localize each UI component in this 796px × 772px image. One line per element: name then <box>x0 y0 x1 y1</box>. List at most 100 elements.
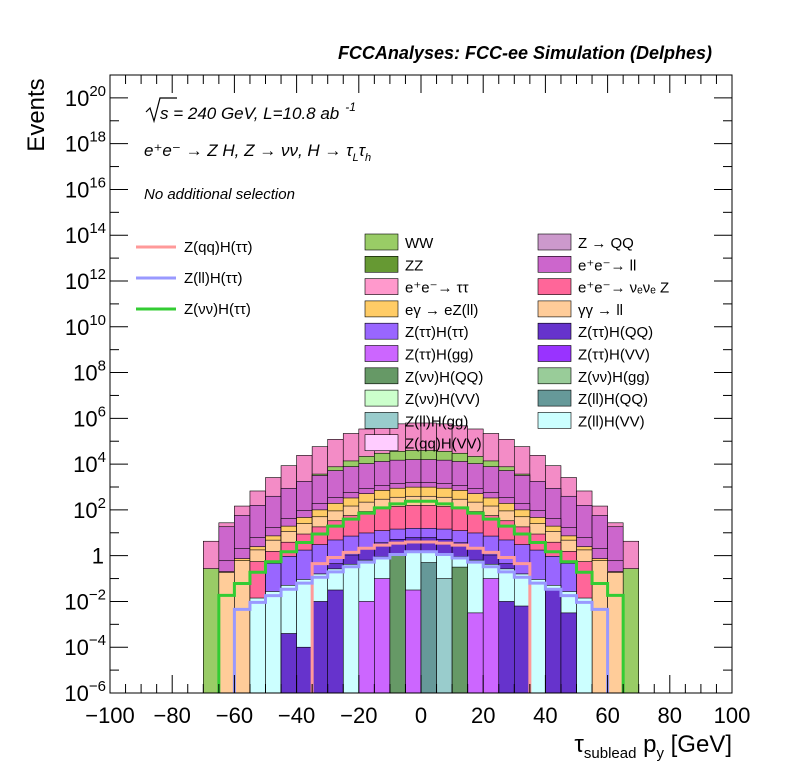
legend-swatch <box>364 412 399 429</box>
legend-label: e⁺e⁻→ νₑνₑ Z <box>578 280 669 297</box>
legend-signal: Z(qq)H(ττ) Z(ll)H(ττ) Z(νν)H(ττ) <box>136 239 253 318</box>
y-tick-label: 10−6 <box>64 678 106 706</box>
y-tick-label: 10−4 <box>64 632 106 660</box>
legend-swatch <box>364 233 399 251</box>
legend-label: Z(νν)H(gg) <box>578 369 650 386</box>
legend-label: Z(qq)H(VV) <box>405 436 482 453</box>
legend-swatch <box>537 278 572 295</box>
inner-bar <box>327 589 344 693</box>
inner-bar <box>498 601 515 693</box>
legend-swatch <box>537 233 572 251</box>
legend-label: Z(ττ)H(VV) <box>578 347 650 364</box>
legend-swatch <box>537 367 572 385</box>
legend-swatch <box>364 255 399 273</box>
x-tick-label: 0 <box>415 703 427 728</box>
legend-swatch <box>364 322 399 340</box>
x-tick-label: 60 <box>595 703 619 728</box>
signal-lines <box>217 499 625 693</box>
x-axis-label: τsublead py [GeV] <box>574 731 732 762</box>
legend-label: Z(ll)H(VV) <box>578 413 645 430</box>
legend-label: Z(νν)H(QQ) <box>405 369 483 386</box>
legend-line-label: Z(qq)H(ττ) <box>184 239 253 256</box>
energy-lumi-annotation: s = 240 GeV, L=10.8 ab -1 <box>160 100 356 123</box>
stack-9-bar <box>576 597 593 693</box>
x-tick-label: 20 <box>471 703 495 728</box>
y-tick-label: 10−2 <box>64 586 106 614</box>
y-tick-label: 1012 <box>65 266 106 294</box>
stack-5-bar <box>218 572 235 693</box>
legend-label: Z → QQ <box>578 235 634 252</box>
y-axis-ticks: 10−6 10−4 10−2 1 102 104 106 108 1010 1012 1014 101… <box>64 74 732 706</box>
legend-swatch <box>537 322 572 340</box>
stack-5-bar <box>234 560 251 693</box>
inner-bar <box>311 601 328 693</box>
legend-swatch <box>537 412 572 429</box>
inner-bar <box>389 555 406 693</box>
inner-bar <box>405 589 422 693</box>
inner-bar <box>467 612 484 693</box>
legend-label: Z(ττ)H(gg) <box>405 347 474 364</box>
legend-label: Z(ττ)H(ττ) <box>405 324 469 341</box>
stack-9-bar <box>529 579 546 693</box>
legend-label: eγ → eZ(ll) <box>405 302 478 319</box>
legend-label: Z(νν)H(VV) <box>405 391 480 408</box>
legend-swatch <box>364 278 399 295</box>
x-tick-label: −60 <box>216 703 253 728</box>
inner-bar <box>280 633 297 693</box>
chart-title: FCCAnalyses: FCC-ee Simulation (Delphes) <box>338 43 712 63</box>
legend-label: Z(ττ)H(QQ) <box>578 324 653 341</box>
stack-1-bar <box>622 568 640 693</box>
x-tick-label: 80 <box>658 703 682 728</box>
inner-bar <box>513 605 531 693</box>
y-tick-label: 102 <box>73 495 106 523</box>
x-tick-label: −40 <box>278 703 315 728</box>
legend-swatch <box>537 345 572 362</box>
legend-swatch <box>364 367 399 385</box>
stack-1-bar <box>203 568 220 693</box>
inner-bar <box>358 601 375 693</box>
inner-bar <box>374 578 391 693</box>
y-tick-label: 1020 <box>65 83 106 111</box>
legend-label: e⁺e⁻→ ττ <box>405 280 469 297</box>
inner-bar <box>420 562 437 693</box>
legend-swatch <box>364 389 399 407</box>
x-tick-label: −100 <box>85 703 135 728</box>
legend-label: WW <box>405 235 434 252</box>
signal-line-0 <box>310 540 532 693</box>
signal-line-2 <box>217 499 625 693</box>
inner-bar <box>296 646 313 693</box>
inner-bar <box>482 578 500 693</box>
legend-label: γγ → ll <box>578 302 623 319</box>
legend-swatch <box>537 300 572 318</box>
legend-label: e⁺e⁻→ ll <box>578 257 636 274</box>
stack-5-bar <box>591 560 608 693</box>
stack-5-bar <box>607 572 624 693</box>
legend-swatch <box>364 434 399 452</box>
inner-bar <box>545 589 562 693</box>
y-tick-label: 1 <box>92 544 104 569</box>
stack-9-bar <box>342 563 360 693</box>
y-axis-label: Events <box>23 78 50 151</box>
legend-swatch <box>537 255 572 273</box>
y-tick-label: 104 <box>73 449 106 477</box>
y-tick-label: 1018 <box>65 129 106 157</box>
signal-line-1 <box>232 550 610 693</box>
x-tick-label: 40 <box>533 703 557 728</box>
y-tick-label: 1016 <box>65 174 106 202</box>
x-tick-label: 100 <box>714 703 751 728</box>
selection-annotation: No additional selection <box>144 186 295 203</box>
legend-line-label: Z(νν)H(ττ) <box>184 301 251 318</box>
legend-swatch <box>537 389 572 407</box>
sqrt-symbol-icon <box>145 97 177 124</box>
x-tick-label: −20 <box>340 703 377 728</box>
stack-9-bar <box>265 591 282 693</box>
legend-label: Z(ll)H(gg) <box>405 413 468 430</box>
legend-line-label: Z(ll)H(ττ) <box>184 270 243 287</box>
y-tick-label: 106 <box>73 403 106 431</box>
inner-bar <box>436 578 453 693</box>
y-tick-label: 1014 <box>65 220 106 248</box>
stack-9-bar <box>249 597 266 693</box>
y-tick-label: 108 <box>73 358 106 386</box>
x-tick-label: −80 <box>154 703 191 728</box>
